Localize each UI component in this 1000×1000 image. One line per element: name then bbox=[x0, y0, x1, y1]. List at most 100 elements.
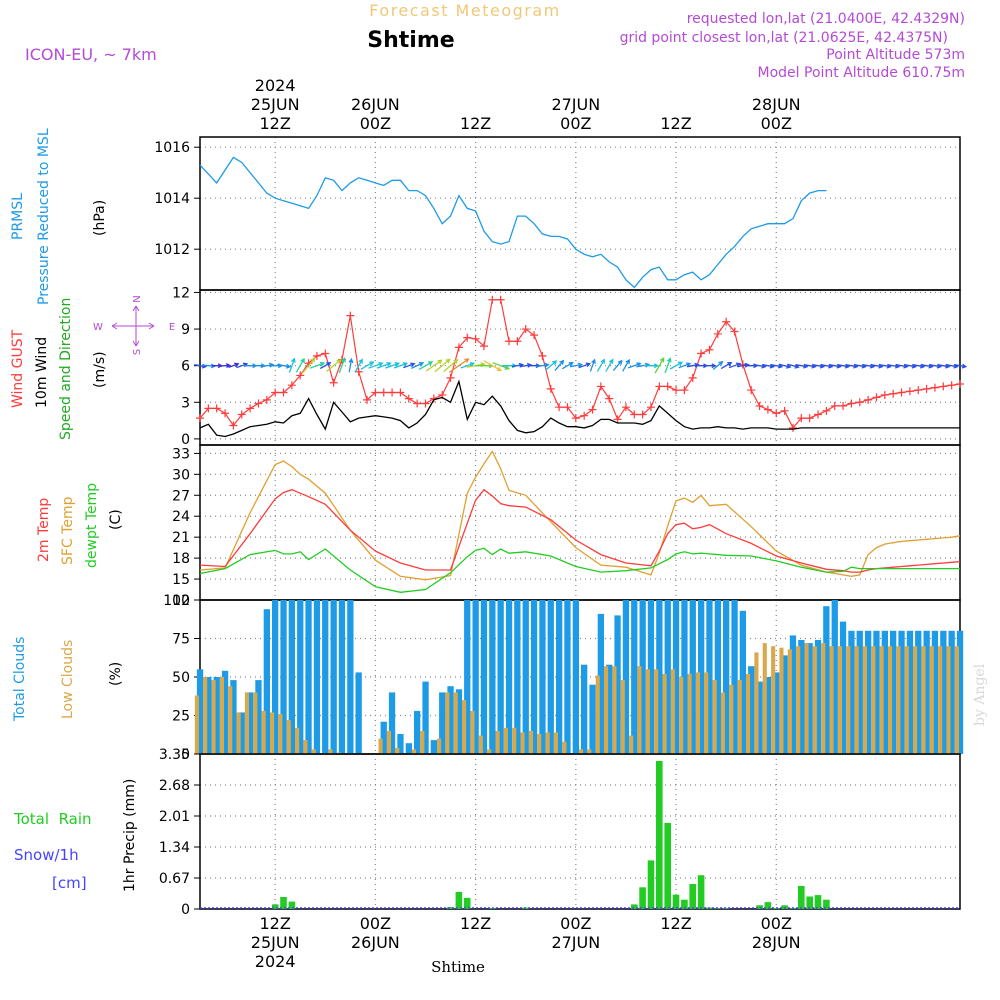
wind-gust-marker bbox=[496, 295, 505, 304]
total-cloud-bar bbox=[898, 630, 905, 754]
rain-label: Total Rain bbox=[13, 810, 92, 828]
wind-direction-arrow bbox=[418, 361, 434, 370]
rain-bar bbox=[647, 860, 655, 909]
temp-sfc-line bbox=[199, 449, 961, 581]
rain-bar bbox=[672, 894, 680, 909]
low-cloud-bar bbox=[679, 677, 684, 754]
low-cloud-bar bbox=[604, 666, 609, 754]
bottom-tick-label: 12Z bbox=[260, 914, 291, 933]
top-tick-label: 12Z bbox=[660, 114, 691, 133]
rain-bar bbox=[764, 902, 772, 909]
total-cloud-bar bbox=[781, 655, 788, 754]
wind-gust-marker bbox=[663, 382, 672, 391]
wind-direction-arrow bbox=[228, 362, 240, 369]
wind-gust-marker bbox=[914, 386, 923, 395]
low-cloud-bar bbox=[654, 669, 659, 754]
total-cloud-bar bbox=[230, 680, 237, 754]
wind-gust-marker bbox=[312, 351, 321, 360]
total-cloud-bar bbox=[672, 600, 680, 754]
low-cloud-bar bbox=[219, 677, 224, 754]
clouds-ytick-label: 0 bbox=[181, 747, 190, 763]
rain-bar bbox=[798, 885, 805, 909]
rain-bar bbox=[697, 875, 705, 909]
rain-bar bbox=[781, 905, 788, 909]
low-cloud-bar bbox=[378, 738, 383, 754]
low-cloud-bar bbox=[888, 646, 893, 754]
wind-direction-arrow bbox=[302, 357, 316, 374]
wind-gust-marker bbox=[221, 409, 230, 418]
wind-gust-marker bbox=[822, 406, 831, 415]
wind-gust-marker bbox=[329, 378, 338, 387]
total-cloud-bar bbox=[839, 621, 847, 754]
rain-bar bbox=[288, 901, 296, 909]
compass-north: N bbox=[132, 295, 143, 302]
total-cloud-bar bbox=[823, 606, 830, 754]
low-cloud-bar bbox=[495, 730, 500, 754]
wind-gust-marker bbox=[839, 401, 848, 410]
wind-10m-label: 10m Wind bbox=[34, 337, 50, 408]
total-cloud-bar bbox=[347, 600, 354, 754]
total-cloud-bar bbox=[856, 630, 863, 754]
low-cloud-bar bbox=[203, 677, 208, 754]
wind-labels: Wind GUST 10m Wind Speed and Direction (… bbox=[10, 295, 175, 440]
low-cloud-bar bbox=[295, 727, 300, 754]
low-cloud-bar bbox=[904, 646, 909, 754]
top-tick-label: 28JUN bbox=[752, 95, 801, 114]
precip-ytick-label: 2.01 bbox=[159, 809, 190, 825]
rain-bar bbox=[631, 904, 638, 909]
total-cloud-bar bbox=[606, 664, 613, 754]
low-cloud-bar bbox=[695, 672, 700, 754]
low-cloud-bar bbox=[812, 646, 817, 754]
wind-gust-marker bbox=[646, 403, 655, 412]
wind-gust-marker bbox=[655, 382, 664, 391]
wind-direction-arrow bbox=[778, 363, 792, 369]
low-cloud-bar bbox=[954, 646, 959, 754]
total-cloud-bar bbox=[472, 600, 479, 754]
wind-gust-marker bbox=[513, 337, 522, 346]
total-cloud-bar bbox=[890, 630, 897, 754]
total-cloud-bar bbox=[422, 681, 429, 754]
wind-direction-arrow bbox=[544, 360, 558, 371]
wind-direction-arrow bbox=[403, 362, 416, 369]
total-cloud-bar bbox=[756, 681, 763, 754]
rain-bar bbox=[639, 887, 646, 909]
wind-gust-marker bbox=[204, 404, 213, 413]
low-cloud-bar bbox=[420, 730, 425, 754]
total-cloud-bar bbox=[530, 600, 538, 754]
rain-bar bbox=[271, 904, 279, 909]
total-cloud-bar bbox=[213, 677, 220, 754]
wind-gust-marker bbox=[196, 414, 204, 423]
low-cloud-bar bbox=[612, 666, 617, 754]
wind-gust-marker bbox=[680, 386, 689, 395]
total-cloud-bar bbox=[873, 630, 880, 754]
wind-gust-marker bbox=[563, 403, 572, 412]
wind-panel: 0 3 6 9 12 bbox=[172, 285, 968, 448]
pressure-ytick-label: 1016 bbox=[154, 140, 190, 156]
total-cloud-bar bbox=[272, 600, 279, 754]
low-cloud-bar bbox=[595, 675, 600, 754]
total-cloud-bar bbox=[430, 740, 437, 754]
top-tick-label: 00Z bbox=[761, 114, 792, 133]
temp-sfc-label: SFC Temp bbox=[60, 496, 76, 565]
precip-ytick-label: 2.68 bbox=[159, 778, 190, 794]
supertitle: Forecast Meteogram bbox=[369, 1, 560, 20]
wind-gust-marker bbox=[279, 388, 288, 397]
wind-gust-marker bbox=[621, 403, 630, 412]
wind-direction-arrow bbox=[483, 360, 502, 372]
total-cloud-bar bbox=[480, 600, 488, 754]
low-cloud-bar bbox=[837, 646, 842, 754]
total-cloud-bar bbox=[196, 669, 204, 754]
total-cloud-bar bbox=[455, 689, 463, 754]
total-cloud-bar bbox=[255, 680, 262, 754]
wind-gust-marker bbox=[471, 334, 480, 343]
wind-direction-arrow bbox=[376, 361, 392, 369]
low-cloud-bar bbox=[746, 673, 751, 754]
bottom-tick-label: 00Z bbox=[761, 914, 792, 933]
wind-gust-marker bbox=[271, 388, 280, 397]
low-cloud-bar bbox=[896, 646, 901, 754]
wind-gust-marker bbox=[755, 401, 764, 410]
low-cloud-bar bbox=[487, 749, 492, 754]
wind-gust-marker bbox=[797, 414, 806, 423]
total-cloud-bar bbox=[405, 743, 412, 754]
bottom-tick-label: 27JUN bbox=[551, 933, 600, 952]
